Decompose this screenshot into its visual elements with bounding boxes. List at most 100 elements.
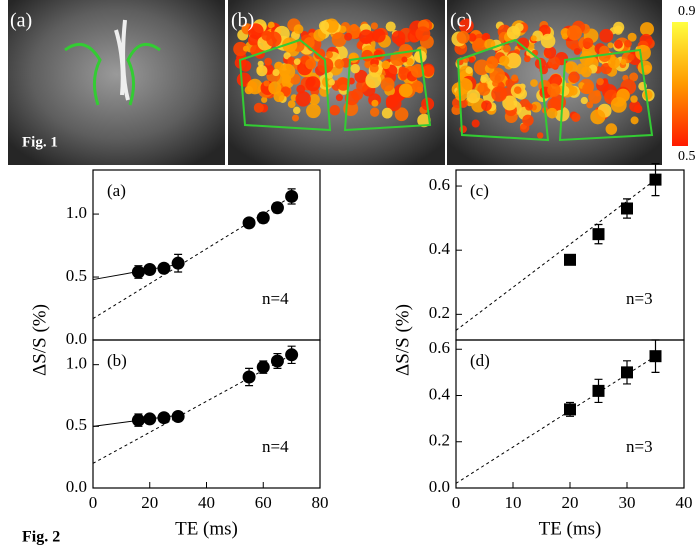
activation-blob [458, 18, 474, 34]
roi-outline [64, 42, 161, 106]
colorbar-label: 0.9 [678, 4, 696, 19]
activation-blob [522, 114, 534, 127]
activation-blob [491, 86, 507, 102]
y-tick-label: 0.0 [66, 329, 87, 348]
activation-blob [525, 102, 533, 111]
activation-blob [549, 73, 563, 87]
activation-blob [586, 101, 594, 109]
activation-blob [287, 100, 296, 109]
activation-blob [467, 33, 477, 42]
activation-blob [354, 69, 368, 83]
data-point [242, 370, 256, 384]
activation-blob [385, 95, 402, 112]
roi-outline [456, 38, 654, 142]
activation-blob [264, 57, 273, 66]
activation-blob [540, 33, 556, 49]
activation-blob [571, 112, 581, 122]
annotation: n=4 [262, 289, 289, 308]
data-point [649, 350, 662, 363]
x-tick-label: 40 [676, 493, 693, 512]
activation-blob [371, 99, 379, 107]
data-point [242, 216, 256, 230]
activation-blob [582, 37, 594, 49]
y-tick-label: 1.0 [66, 354, 87, 373]
activation-blob [543, 46, 557, 59]
annotation: n=3 [626, 437, 653, 456]
x-tick-label: 30 [619, 493, 636, 512]
activation-blob [306, 76, 316, 87]
activation-blob [481, 33, 489, 41]
activation-blob [513, 86, 522, 94]
activation-blob [261, 96, 268, 103]
activation-blob [334, 58, 345, 69]
activation-blob [331, 32, 347, 48]
activation-blob [411, 80, 424, 93]
activation-blob [325, 51, 333, 59]
activation-blob [287, 56, 296, 65]
activation-blob [253, 102, 264, 113]
x-tick-label: 10 [505, 493, 522, 512]
activation-blob [261, 30, 272, 41]
panel-label: (d) [470, 351, 490, 370]
activation-blob [477, 82, 491, 96]
mri-image [8, 0, 225, 165]
colorbar-label: 0.5 [678, 149, 696, 164]
y-tick-label: 0.4 [429, 384, 451, 403]
activation-blob [324, 18, 339, 33]
activation-blob [505, 52, 522, 69]
activation-blob [336, 77, 350, 91]
data-point [171, 256, 185, 270]
activation-blob [639, 22, 655, 37]
activation-blob [614, 39, 623, 49]
activation-blob [351, 88, 364, 101]
y-tick-label: 0.5 [66, 266, 87, 285]
activation-blob [326, 71, 334, 79]
figure-caption: Fig. 1 [22, 134, 58, 150]
activation-blob [546, 107, 558, 119]
activation-blob [370, 22, 378, 30]
activation-blob [530, 79, 538, 87]
activation-blob [410, 64, 425, 78]
panel-label: (a) [107, 181, 126, 200]
activation-blob [417, 113, 431, 128]
activation-blob [281, 74, 292, 84]
figure-caption: Fig. 2 [22, 529, 60, 546]
activation-blob [547, 83, 561, 97]
activation-blob [502, 95, 518, 111]
data-point [592, 228, 605, 241]
y-tick-label: 0.4 [429, 239, 451, 258]
data-point [157, 261, 171, 275]
activation-blob [369, 63, 379, 73]
activation-blob [547, 56, 561, 69]
data-point [256, 211, 270, 225]
plot-frame [92, 339, 321, 489]
activation-blob [338, 25, 347, 34]
activation-blob [616, 88, 630, 103]
panel-label: (c) [470, 181, 489, 200]
activation-blob [590, 109, 606, 125]
y-tick-label: 0.2 [429, 303, 450, 322]
activation-blob [293, 24, 304, 35]
activation-blob [511, 74, 519, 82]
activation-blob [242, 45, 249, 52]
activation-blob [344, 32, 353, 41]
activation-blob [329, 104, 341, 116]
data-point [649, 173, 662, 186]
activation-blob [486, 57, 499, 69]
data-point [564, 253, 576, 266]
panel-label: (b) [107, 351, 127, 370]
activation-blob [637, 60, 653, 75]
panel-label: (c) [450, 10, 472, 32]
y-tick-label: 0.2 [429, 431, 450, 450]
activation-blob [305, 58, 317, 70]
data-point [143, 412, 157, 426]
x-tick-label: 20 [562, 493, 579, 512]
colorbar [672, 22, 688, 146]
activation-blob [247, 23, 264, 39]
activation-blob [381, 60, 391, 70]
activation-blob [530, 35, 537, 42]
activation-blob [398, 83, 413, 98]
activation-blob [244, 85, 254, 95]
activation-blob [415, 26, 431, 42]
